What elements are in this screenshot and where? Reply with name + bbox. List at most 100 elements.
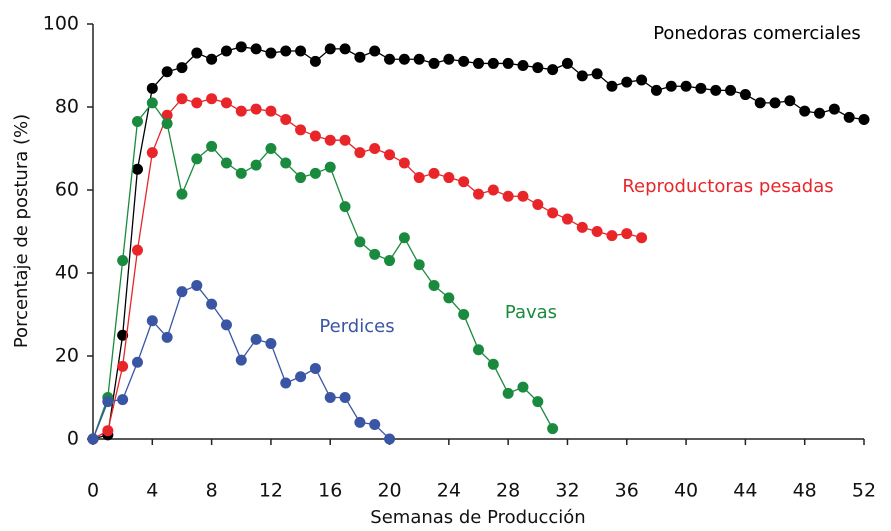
data-point — [206, 298, 218, 310]
data-point — [117, 255, 129, 267]
series-line — [92, 97, 642, 440]
data-point — [176, 188, 188, 200]
data-point — [235, 167, 247, 179]
data-point — [398, 53, 410, 65]
data-point — [769, 97, 781, 109]
data-point — [161, 109, 173, 121]
data-point — [161, 118, 173, 130]
data-point — [191, 47, 203, 59]
data-point — [576, 70, 588, 82]
data-point — [547, 207, 559, 219]
data-point — [324, 161, 336, 173]
data-point — [606, 230, 618, 242]
data-point — [532, 199, 544, 211]
data-point — [606, 80, 618, 92]
series-label: Pavas — [505, 302, 557, 323]
data-point — [443, 53, 455, 65]
data-point — [161, 331, 173, 343]
data-point — [739, 89, 751, 101]
data-point — [413, 172, 425, 184]
data-point — [413, 259, 425, 271]
data-point — [636, 232, 648, 244]
data-point — [87, 433, 99, 445]
y-tick-label: 40 — [55, 262, 79, 284]
data-point — [799, 105, 811, 117]
data-point — [309, 362, 321, 374]
data-point — [428, 279, 440, 291]
data-point — [354, 51, 366, 63]
data-point — [265, 47, 277, 59]
data-point — [295, 371, 307, 383]
data-point — [636, 74, 648, 86]
data-point — [146, 147, 158, 159]
data-point — [443, 172, 455, 184]
series-line — [92, 46, 865, 440]
data-point — [502, 190, 514, 202]
data-point — [843, 111, 855, 123]
data-point — [532, 396, 544, 408]
data-point — [384, 149, 396, 161]
data-point — [220, 97, 232, 109]
data-point — [176, 62, 188, 74]
data-point — [295, 45, 307, 57]
data-point — [206, 93, 218, 105]
data-point — [102, 425, 114, 437]
data-point — [250, 103, 262, 115]
data-point — [235, 105, 247, 117]
data-point — [250, 159, 262, 171]
data-point — [814, 107, 826, 119]
data-point — [561, 57, 573, 69]
x-tick-label: 40 — [674, 480, 698, 502]
y-tick-label: 100 — [43, 13, 79, 35]
data-point — [131, 116, 143, 128]
x-tick-label: 0 — [87, 480, 99, 502]
data-point — [117, 360, 129, 372]
data-point — [473, 188, 484, 200]
data-point — [309, 130, 321, 142]
data-point — [517, 60, 529, 71]
data-point — [339, 43, 351, 55]
data-point — [621, 76, 633, 88]
data-point — [146, 82, 158, 94]
x-tick-label: 32 — [555, 480, 579, 502]
x-tick-label: 48 — [793, 480, 817, 502]
data-point — [131, 163, 143, 175]
data-point — [191, 153, 203, 165]
data-point — [547, 423, 559, 435]
series-line — [92, 101, 554, 440]
data-point — [710, 84, 722, 96]
data-point — [502, 387, 514, 399]
x-tick-label: 16 — [318, 480, 342, 502]
data-point — [398, 157, 410, 169]
x-tick-label: 52 — [852, 480, 876, 502]
data-point — [650, 84, 662, 96]
data-point — [265, 143, 277, 154]
data-point — [680, 80, 692, 92]
data-point — [176, 286, 188, 298]
y-axis-title: Porcentaje de postura (%) — [11, 114, 32, 348]
data-point — [369, 248, 381, 260]
x-tick-label: 8 — [206, 480, 218, 502]
data-point — [517, 381, 529, 393]
x-tick-label: 24 — [437, 480, 461, 502]
x-tick-label: 28 — [496, 480, 520, 502]
data-point — [576, 221, 588, 233]
data-point — [324, 134, 336, 146]
data-point — [487, 57, 499, 69]
data-point — [858, 113, 870, 125]
data-point — [220, 157, 232, 169]
data-point — [428, 57, 440, 69]
data-point — [280, 45, 292, 57]
data-point — [295, 172, 307, 184]
series-label: Ponedoras comerciales — [653, 23, 861, 44]
data-point — [309, 167, 321, 179]
data-point — [250, 333, 262, 345]
series-label: Perdices — [319, 316, 394, 337]
data-point — [220, 45, 232, 57]
data-point — [502, 57, 514, 69]
data-point — [280, 157, 292, 169]
data-point — [339, 392, 351, 403]
data-point — [517, 190, 529, 202]
data-point — [131, 244, 143, 256]
